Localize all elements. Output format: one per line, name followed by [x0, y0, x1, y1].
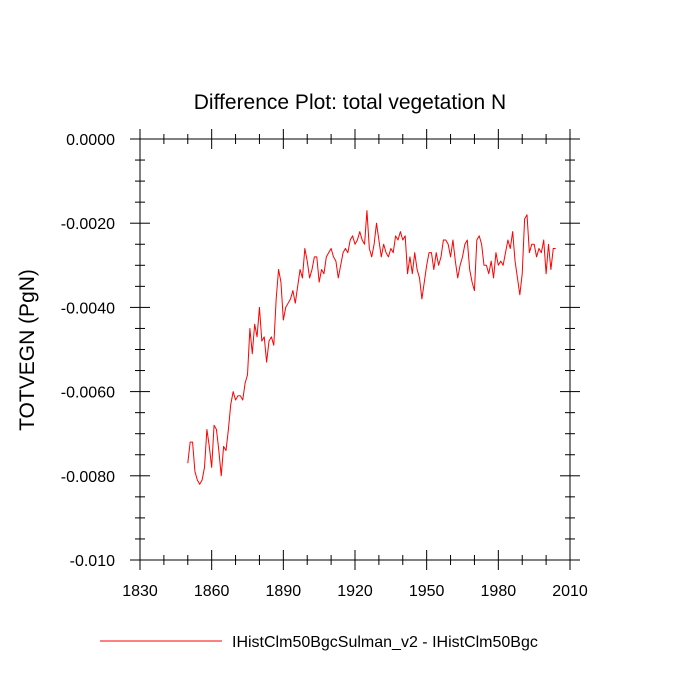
axis-ticks	[130, 129, 580, 570]
y-axis-label: TOTVEGN (PgN)	[16, 269, 39, 431]
y-tick-label: -0.0080	[61, 469, 115, 486]
plot-frame	[139, 138, 571, 561]
legend: IHistClm50BgcSulman_v2 - IHistClm50Bgc	[100, 634, 538, 651]
y-tick-label: -0.0020	[61, 216, 115, 233]
x-tick-label: 1950	[409, 583, 445, 600]
x-tick-label: 1890	[266, 583, 302, 600]
chart-title: Difference Plot: total vegetation N	[194, 91, 506, 114]
series-lines	[187, 210, 556, 485]
x-tick-label: 1920	[337, 583, 373, 600]
x-tick-label: 2010	[552, 583, 588, 600]
y-tick-label: -0.010	[70, 553, 115, 570]
y-tick-label: 0.0000	[66, 132, 115, 149]
axis-tick-labels: 1830 1860 1890 1920 1950 1980 2010 0.0000 -0.002…	[61, 132, 588, 600]
x-tick-label: 1860	[194, 583, 230, 600]
y-tick-label: -0.0060	[61, 385, 115, 402]
legend-label: IHistClm50BgcSulman_v2 - IHistClm50Bgc	[232, 634, 538, 651]
series-line	[187, 210, 556, 485]
x-tick-label: 1980	[481, 583, 517, 600]
x-tick-label: 1830	[122, 583, 158, 600]
y-tick-label: -0.0040	[61, 300, 115, 317]
